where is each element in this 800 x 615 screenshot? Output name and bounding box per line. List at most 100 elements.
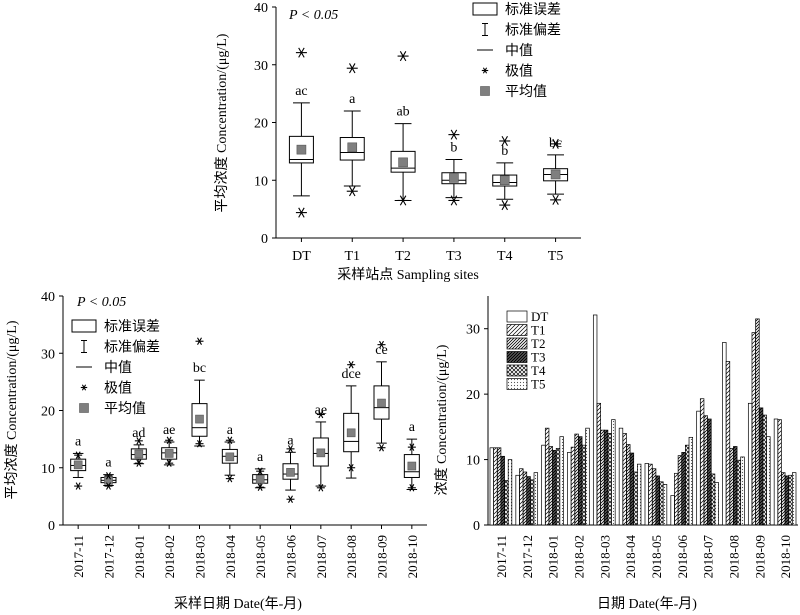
legend-item-T2: T2 xyxy=(506,336,545,351)
x-tick-label: 2018-05 xyxy=(649,535,664,578)
x-tick-label: T3 xyxy=(446,249,462,264)
bar-T1 xyxy=(570,446,576,526)
bar-group-2018-04 xyxy=(618,427,642,526)
y-tick-label: 20 xyxy=(466,388,480,403)
bar-group-2018-03 xyxy=(592,314,616,526)
y-tick-label: 30 xyxy=(41,347,55,362)
bar-T4 xyxy=(762,414,767,526)
extreme-low-marker xyxy=(346,186,358,197)
extreme-high-marker xyxy=(407,443,416,451)
legend-item-star: 极值 xyxy=(80,381,132,397)
y-tick-label: 10 xyxy=(254,174,268,189)
bar-T2 xyxy=(574,433,579,526)
bar-T1 xyxy=(519,468,524,526)
bar-T2 xyxy=(755,318,760,526)
bar-T5 xyxy=(637,463,642,526)
bar-T1 xyxy=(493,447,498,526)
extreme-high-marker xyxy=(295,47,307,58)
significance-letter: ad xyxy=(132,426,145,441)
bar-T5 xyxy=(585,427,590,526)
bar-T4 xyxy=(659,481,664,526)
legend-label: 标准误差 xyxy=(505,2,561,18)
extreme-low-marker xyxy=(407,484,416,492)
significance-letter: a xyxy=(105,456,112,471)
x-tick-label: 2017-12 xyxy=(520,535,535,578)
box-2018-04: a xyxy=(221,423,238,483)
bar-group-2018-07 xyxy=(696,398,719,526)
legend-item-T3: T3 xyxy=(506,350,545,365)
panel-a-y-axis-title: 平均浓度 Concentration/(μg/L) xyxy=(214,33,230,212)
extreme-low-marker xyxy=(286,495,295,503)
bar-T1 xyxy=(544,427,550,526)
mean-marker xyxy=(407,461,417,471)
extreme-low-marker xyxy=(165,459,174,467)
extreme-low-marker xyxy=(316,484,325,492)
bar-T1 xyxy=(674,472,679,526)
mean-marker xyxy=(225,452,235,462)
y-tick-label: 10 xyxy=(41,462,55,477)
x-tick-label: 2018-08 xyxy=(726,535,741,578)
bar-T2 xyxy=(651,468,657,526)
mean-marker xyxy=(347,142,358,153)
bar-T5 xyxy=(688,436,694,526)
extreme-high-marker xyxy=(256,467,265,475)
x-tick-label: 2018-08 xyxy=(344,535,359,578)
bar-DT xyxy=(618,427,624,526)
significance-letter: b xyxy=(450,140,457,155)
bar-group-2018-09 xyxy=(747,318,771,526)
bar-T3 xyxy=(552,450,557,526)
extreme-high-marker xyxy=(499,135,511,147)
legend-label: 标准偏差 xyxy=(505,23,561,39)
x-tick-label: 2018-05 xyxy=(253,535,268,578)
panel-b-y-axis-title: 平均浓度 Concentration/(μg/L) xyxy=(4,320,20,499)
x-tick-label: T4 xyxy=(497,249,513,264)
x-tick-label: 2018-09 xyxy=(375,535,390,578)
legend-item-DT: DT xyxy=(506,309,548,324)
x-tick-label: 2017-11 xyxy=(494,535,509,578)
legend-label: T4 xyxy=(531,363,546,378)
bar-group-2018-02 xyxy=(567,427,590,526)
extreme-low-marker xyxy=(295,207,307,218)
panel-a-axes: 0 10 20 30 40 DT T1 T2 T3 T4 T5 xyxy=(254,1,581,264)
legend-swatch xyxy=(506,364,528,377)
bar-T4 xyxy=(788,474,793,526)
extreme-low-marker xyxy=(104,482,113,490)
box-2018-08: dce xyxy=(341,360,361,479)
extreme-high-marker xyxy=(347,360,356,369)
bar-T1 xyxy=(725,361,731,526)
y-tick-label: 40 xyxy=(254,1,268,16)
y-tick-label: 10 xyxy=(466,454,480,469)
bar-T4 xyxy=(581,444,587,526)
extreme-high-marker xyxy=(550,138,562,149)
bar-T1 xyxy=(596,402,601,526)
panel-a-p-value: P < 0.05 xyxy=(288,8,338,23)
bar-group-2018-08 xyxy=(722,342,745,526)
panel-c-axes: 0 10 20 30 2017-11 2017-12 2018-01 2018-02 2018-… xyxy=(466,296,798,578)
significance-letter: a xyxy=(227,423,234,438)
legend-extreme-symbol xyxy=(80,384,88,391)
bar-T2 xyxy=(781,472,786,526)
significance-letter: dce xyxy=(341,367,360,382)
bar-T1 xyxy=(699,398,705,526)
bar-T1 xyxy=(751,332,756,526)
x-tick-label: 2018-03 xyxy=(597,535,612,578)
box-2017-12: a xyxy=(100,456,117,490)
bar-T3 xyxy=(707,418,712,526)
x-tick-label: T5 xyxy=(548,249,564,264)
bar-T1 xyxy=(648,463,653,526)
box-2018-06: a xyxy=(282,433,299,503)
extreme-low-marker xyxy=(134,459,143,467)
legend-item-errorbar: 标准偏差 xyxy=(482,23,561,39)
legend-swatch xyxy=(506,324,528,336)
x-tick-label: 2018-06 xyxy=(675,535,690,579)
legend-label: DT xyxy=(531,309,548,324)
box-T4: b xyxy=(492,135,518,211)
bar-T1 xyxy=(777,419,782,526)
mean-marker xyxy=(499,175,510,186)
box-T3: b xyxy=(441,129,467,206)
bar-T5 xyxy=(792,472,797,526)
legend-swatch xyxy=(506,351,528,363)
panel-b-p-value: P < 0.05 xyxy=(76,295,126,310)
